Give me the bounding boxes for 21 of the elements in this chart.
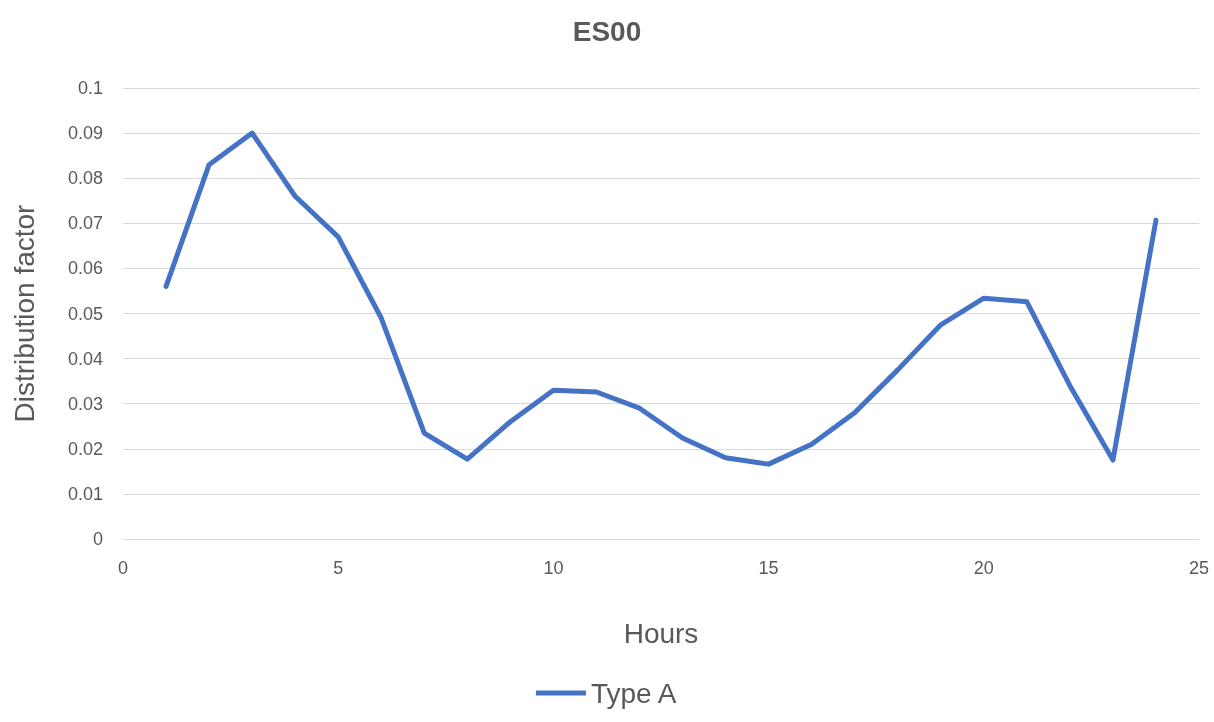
y-tick-label: 0.04 [67,348,103,369]
x-tick-label: 5 [333,558,344,578]
x-tick-label: 10 [543,558,564,578]
y-tick-label: 0.07 [67,213,103,234]
x-tick-label: 0 [117,558,129,578]
y-tick-label: 0.03 [67,393,103,414]
y-tick-label: 0.02 [67,438,103,459]
chart-title: ES00 [572,15,642,47]
y-tick-label: 0.09 [67,123,103,144]
y-tick-label: 0.06 [67,258,103,279]
y-axis-title: Distribution factor [8,204,40,423]
y-tick-label: 0 [92,529,103,549]
x-tick-label: 15 [758,558,779,578]
y-tick-label: 0.08 [67,168,103,189]
x-tick-label: 25 [1188,558,1210,578]
x-tick-label: 20 [973,558,994,578]
legend-label: Type A [590,677,677,709]
y-tick-label: 0.01 [67,483,103,504]
y-tick-label: 0.05 [67,303,103,324]
y-tick-label: 0.1 [77,78,103,98]
x-axis-title: Hours [623,617,699,649]
